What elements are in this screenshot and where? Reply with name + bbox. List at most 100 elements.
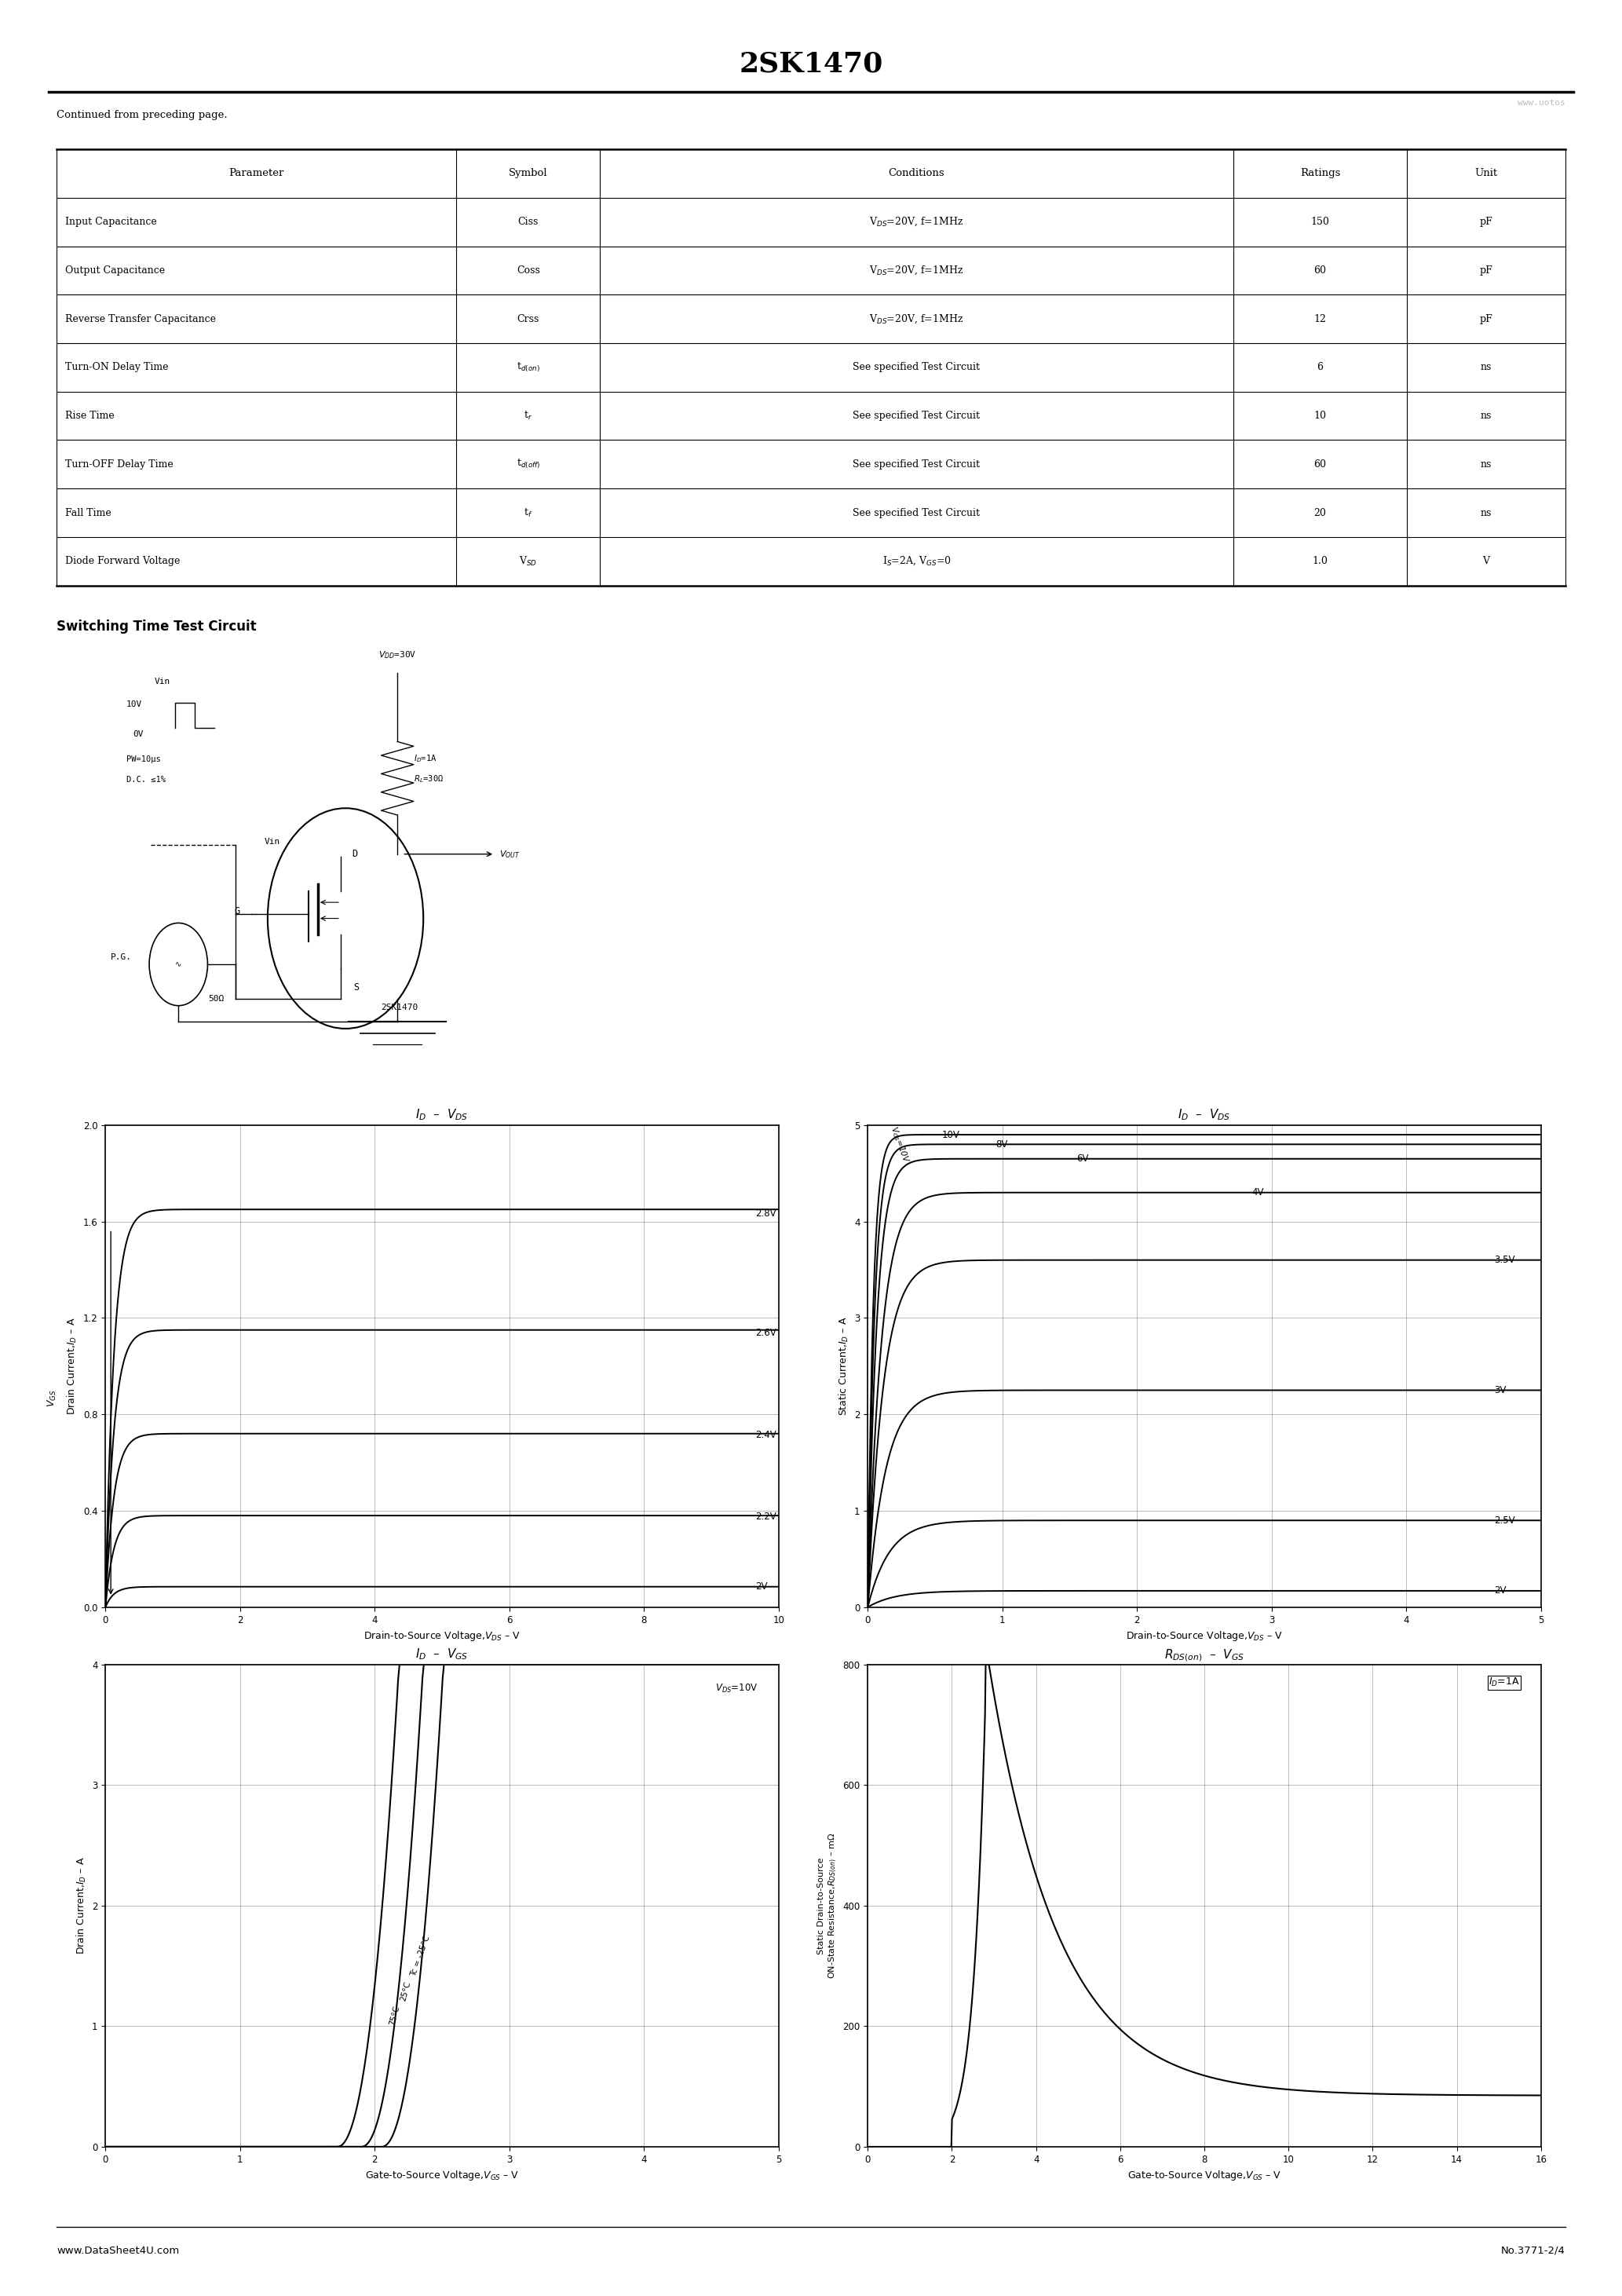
Text: 25°C: 25°C bbox=[399, 1981, 412, 2002]
Text: V$_{SD}$: V$_{SD}$ bbox=[519, 556, 537, 567]
Text: Parameter: Parameter bbox=[229, 168, 284, 179]
Text: G: G bbox=[235, 907, 240, 916]
Text: www.uotos: www.uotos bbox=[1518, 99, 1565, 106]
Text: 3.5V: 3.5V bbox=[1494, 1256, 1515, 1265]
Text: ns: ns bbox=[1481, 411, 1492, 420]
Text: 4V: 4V bbox=[1252, 1187, 1264, 1199]
Text: t$_r$: t$_r$ bbox=[524, 411, 532, 422]
Text: V$_{DS}$=20V, f=1MHz: V$_{DS}$=20V, f=1MHz bbox=[869, 216, 963, 227]
Text: ns: ns bbox=[1481, 363, 1492, 372]
Text: Vin: Vin bbox=[154, 677, 170, 684]
Text: Turn-ON Delay Time: Turn-ON Delay Time bbox=[65, 363, 169, 372]
Text: 2SK1470: 2SK1470 bbox=[381, 1003, 418, 1010]
Text: I$_S$=2A, V$_{GS}$=0: I$_S$=2A, V$_{GS}$=0 bbox=[882, 556, 950, 567]
Text: 2.5V: 2.5V bbox=[1494, 1515, 1515, 1525]
X-axis label: Gate-to-Source Voltage,$V_{GS}$ – V: Gate-to-Source Voltage,$V_{GS}$ – V bbox=[365, 2170, 519, 2181]
Text: Turn-OFF Delay Time: Turn-OFF Delay Time bbox=[65, 459, 174, 468]
Text: pF: pF bbox=[1479, 216, 1492, 227]
Text: 12: 12 bbox=[1314, 315, 1327, 324]
Y-axis label: Drain Current,$I_D$ – A: Drain Current,$I_D$ – A bbox=[75, 1857, 88, 1954]
Text: 0V: 0V bbox=[133, 730, 144, 737]
Text: Coss: Coss bbox=[516, 266, 540, 276]
Text: PW=10μs: PW=10μs bbox=[127, 755, 161, 762]
Text: $V_{DS}$=10V: $V_{DS}$=10V bbox=[715, 1683, 759, 1694]
Text: 2SK1470: 2SK1470 bbox=[740, 51, 882, 78]
Text: $V_{OUT}$: $V_{OUT}$ bbox=[500, 850, 521, 859]
Text: 20: 20 bbox=[1314, 507, 1327, 519]
Y-axis label: Static Current,$I_D$ – A: Static Current,$I_D$ – A bbox=[837, 1316, 850, 1417]
Text: V: V bbox=[1483, 556, 1489, 567]
Title: $I_D$  –  $V_{GS}$: $I_D$ – $V_{GS}$ bbox=[415, 1646, 469, 1662]
Text: $V_{GS}$=10V: $V_{GS}$=10V bbox=[887, 1125, 912, 1164]
X-axis label: Drain-to-Source Voltage,$V_{DS}$ – V: Drain-to-Source Voltage,$V_{DS}$ – V bbox=[363, 1630, 521, 1642]
Text: ns: ns bbox=[1481, 507, 1492, 519]
Text: 1.0: 1.0 bbox=[1312, 556, 1328, 567]
Text: Conditions: Conditions bbox=[889, 168, 944, 179]
Text: Tc = -25°C: Tc = -25°C bbox=[410, 1936, 431, 1979]
Text: 150: 150 bbox=[1311, 216, 1330, 227]
Text: 2V: 2V bbox=[1494, 1587, 1505, 1596]
Text: $I_D$=1A: $I_D$=1A bbox=[1489, 1676, 1520, 1688]
Text: 8V: 8V bbox=[996, 1139, 1007, 1150]
Text: D.C. ≤1%: D.C. ≤1% bbox=[127, 776, 165, 783]
Title: $I_D$  –  $V_{DS}$: $I_D$ – $V_{DS}$ bbox=[1178, 1107, 1231, 1123]
Text: See specified Test Circuit: See specified Test Circuit bbox=[853, 459, 980, 468]
X-axis label: Gate-to-Source Voltage,$V_{GS}$ – V: Gate-to-Source Voltage,$V_{GS}$ – V bbox=[1127, 2170, 1281, 2181]
Text: 75°C: 75°C bbox=[388, 2004, 401, 2027]
Text: 60: 60 bbox=[1314, 266, 1327, 276]
Text: ns: ns bbox=[1481, 459, 1492, 468]
Text: t$_{d(on)}$: t$_{d(on)}$ bbox=[516, 360, 540, 374]
Text: pF: pF bbox=[1479, 315, 1492, 324]
Text: Fall Time: Fall Time bbox=[65, 507, 110, 519]
Text: 10V: 10V bbox=[127, 700, 143, 707]
Text: Crss: Crss bbox=[517, 315, 539, 324]
Text: Continued from preceding page.: Continued from preceding page. bbox=[57, 110, 227, 119]
Title: $R_{DS(on)}$  –  $V_{GS}$: $R_{DS(on)}$ – $V_{GS}$ bbox=[1165, 1649, 1244, 1662]
Text: 60: 60 bbox=[1314, 459, 1327, 468]
Text: See specified Test Circuit: See specified Test Circuit bbox=[853, 411, 980, 420]
Text: $R_L$=30Ω: $R_L$=30Ω bbox=[414, 774, 443, 785]
Text: 2.6V: 2.6V bbox=[754, 1327, 775, 1339]
Text: Output Capacitance: Output Capacitance bbox=[65, 266, 165, 276]
Text: 10: 10 bbox=[1314, 411, 1327, 420]
Text: Vin: Vin bbox=[264, 838, 281, 845]
Text: Switching Time Test Circuit: Switching Time Test Circuit bbox=[57, 620, 256, 634]
Text: D: D bbox=[352, 850, 357, 859]
Text: pF: pF bbox=[1479, 266, 1492, 276]
Text: No.3771-2/4: No.3771-2/4 bbox=[1500, 2245, 1565, 2255]
Text: www.DataSheet4U.com: www.DataSheet4U.com bbox=[57, 2245, 180, 2255]
Text: $V_{DD}$=30V: $V_{DD}$=30V bbox=[378, 650, 417, 661]
Text: V$_{DS}$=20V, f=1MHz: V$_{DS}$=20V, f=1MHz bbox=[869, 264, 963, 276]
Text: 2.2V: 2.2V bbox=[754, 1511, 775, 1522]
Text: Rise Time: Rise Time bbox=[65, 411, 114, 420]
Text: 6V: 6V bbox=[1077, 1153, 1088, 1164]
Text: ∿: ∿ bbox=[175, 960, 182, 969]
Text: Reverse Transfer Capacitance: Reverse Transfer Capacitance bbox=[65, 315, 216, 324]
Text: 2.8V: 2.8V bbox=[754, 1208, 775, 1219]
Text: See specified Test Circuit: See specified Test Circuit bbox=[853, 363, 980, 372]
Text: 6: 6 bbox=[1317, 363, 1324, 372]
Text: P.G.: P.G. bbox=[110, 953, 131, 962]
Text: 2.4V: 2.4V bbox=[754, 1430, 775, 1440]
Text: t$_{d(off)}$: t$_{d(off)}$ bbox=[516, 457, 540, 471]
X-axis label: Drain-to-Source Voltage,$V_{DS}$ – V: Drain-to-Source Voltage,$V_{DS}$ – V bbox=[1126, 1630, 1283, 1642]
Text: Unit: Unit bbox=[1474, 168, 1497, 179]
Y-axis label: Static Drain-to-Source
ON-State Resistance,$R_{DS(on)}$ – mΩ: Static Drain-to-Source ON-State Resistan… bbox=[817, 1832, 839, 1979]
Text: $I_D$=1A: $I_D$=1A bbox=[414, 753, 436, 765]
Text: See specified Test Circuit: See specified Test Circuit bbox=[853, 507, 980, 519]
Text: V$_{DS}$=20V, f=1MHz: V$_{DS}$=20V, f=1MHz bbox=[869, 312, 963, 326]
Text: $V_{GS}$: $V_{GS}$ bbox=[47, 1389, 58, 1407]
Y-axis label: Drain Current,$I_D$ – A: Drain Current,$I_D$ – A bbox=[67, 1318, 79, 1414]
Text: 50Ω: 50Ω bbox=[208, 994, 224, 1003]
Text: Symbol: Symbol bbox=[509, 168, 548, 179]
Text: t$_f$: t$_f$ bbox=[524, 507, 532, 519]
Title: $I_D$  –  $V_{DS}$: $I_D$ – $V_{DS}$ bbox=[415, 1107, 469, 1123]
Text: Ratings: Ratings bbox=[1299, 168, 1340, 179]
Text: S: S bbox=[354, 983, 358, 992]
Text: 3V: 3V bbox=[1494, 1384, 1505, 1396]
Text: Input Capacitance: Input Capacitance bbox=[65, 216, 157, 227]
Text: Ciss: Ciss bbox=[517, 216, 539, 227]
Text: 10V: 10V bbox=[942, 1130, 960, 1139]
Text: 2V: 2V bbox=[754, 1582, 767, 1591]
Text: Diode Forward Voltage: Diode Forward Voltage bbox=[65, 556, 180, 567]
